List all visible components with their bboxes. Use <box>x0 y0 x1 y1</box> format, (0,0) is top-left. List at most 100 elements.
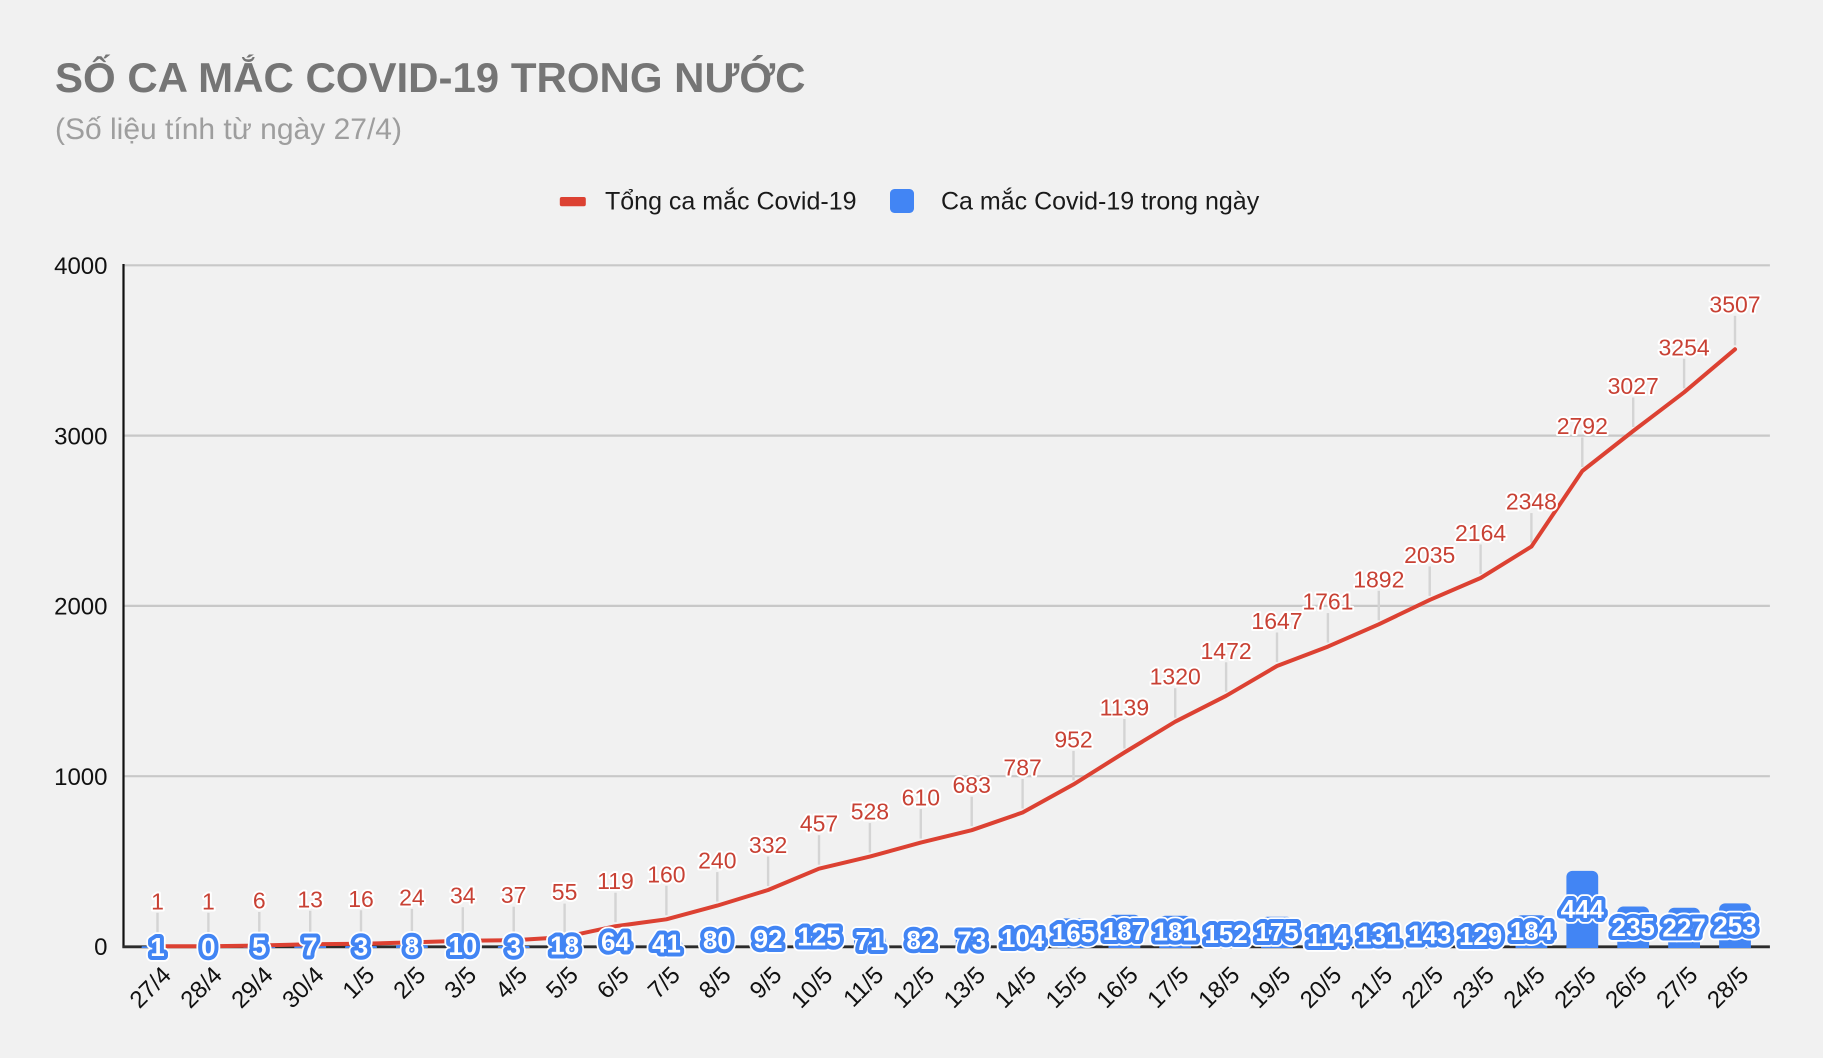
svg-text:184: 184 <box>1510 916 1554 946</box>
svg-text:18: 18 <box>550 930 579 960</box>
svg-text:64: 64 <box>601 927 630 957</box>
svg-text:104: 104 <box>1001 923 1045 953</box>
svg-text:1320: 1320 <box>1150 664 1201 690</box>
svg-text:0: 0 <box>201 932 215 962</box>
svg-text:125: 125 <box>797 921 840 951</box>
svg-text:80: 80 <box>703 925 732 955</box>
svg-text:92: 92 <box>754 924 783 954</box>
svg-text:610: 610 <box>902 785 940 811</box>
svg-text:119: 119 <box>597 868 634 894</box>
svg-text:175: 175 <box>1255 917 1298 947</box>
svg-text:3254: 3254 <box>1659 334 1710 360</box>
svg-text:181: 181 <box>1154 917 1197 947</box>
svg-text:235: 235 <box>1612 912 1655 942</box>
svg-text:181: 181 <box>1154 917 1197 947</box>
svg-text:10: 10 <box>448 931 477 961</box>
svg-text:104: 104 <box>1001 923 1045 953</box>
svg-text:10: 10 <box>448 931 477 961</box>
svg-text:332: 332 <box>749 832 787 858</box>
svg-text:1: 1 <box>202 888 215 914</box>
svg-text:444: 444 <box>1561 894 1605 924</box>
svg-text:3507: 3507 <box>1709 291 1760 317</box>
svg-text:187: 187 <box>1103 916 1146 946</box>
svg-text:528: 528 <box>851 799 889 825</box>
svg-text:1000: 1000 <box>54 764 107 791</box>
svg-text:181: 181 <box>1154 917 1197 947</box>
svg-text:1139: 1139 <box>1100 695 1149 721</box>
svg-text:7: 7 <box>303 931 317 961</box>
svg-text:18: 18 <box>550 930 579 960</box>
svg-text:332: 332 <box>749 832 787 858</box>
svg-text:37: 37 <box>501 882 527 908</box>
svg-text:253: 253 <box>1713 910 1756 940</box>
svg-text:24: 24 <box>399 884 425 910</box>
svg-text:235: 235 <box>1612 912 1655 942</box>
svg-text:175: 175 <box>1255 917 1298 947</box>
svg-text:952: 952 <box>1054 726 1092 752</box>
svg-text:240: 240 <box>698 848 736 874</box>
svg-text:187: 187 <box>1103 916 1146 946</box>
svg-text:8: 8 <box>405 931 419 961</box>
svg-text:3254: 3254 <box>1659 334 1710 360</box>
svg-text:1472: 1472 <box>1201 638 1252 664</box>
svg-text:55: 55 <box>552 879 578 905</box>
svg-text:1: 1 <box>151 888 164 914</box>
svg-text:SỐ CA MẮC COVID-19 TRONG NƯỚC: SỐ CA MẮC COVID-19 TRONG NƯỚC <box>55 53 805 101</box>
svg-text:71: 71 <box>855 926 884 956</box>
svg-text:3027: 3027 <box>1608 373 1659 399</box>
svg-text:457: 457 <box>800 811 838 837</box>
svg-text:187: 187 <box>1103 916 1146 946</box>
svg-text:1761: 1761 <box>1302 589 1353 615</box>
svg-text:1: 1 <box>151 888 164 914</box>
svg-text:1647: 1647 <box>1251 608 1302 634</box>
svg-text:3000: 3000 <box>54 423 107 450</box>
svg-text:71: 71 <box>855 926 884 956</box>
svg-text:5: 5 <box>252 932 266 962</box>
svg-text:80: 80 <box>703 925 732 955</box>
svg-text:528: 528 <box>851 799 889 825</box>
svg-text:3507: 3507 <box>1709 291 1760 317</box>
svg-text:71: 71 <box>855 926 884 956</box>
svg-text:131: 131 <box>1357 921 1400 951</box>
svg-text:184: 184 <box>1510 916 1554 946</box>
svg-text:13: 13 <box>297 886 323 912</box>
svg-text:444: 444 <box>1561 894 1605 924</box>
svg-text:114: 114 <box>1307 922 1349 952</box>
svg-text:55: 55 <box>552 879 578 905</box>
svg-text:235: 235 <box>1612 912 1655 942</box>
svg-text:37: 37 <box>501 882 527 908</box>
svg-text:1: 1 <box>150 932 164 962</box>
svg-text:227: 227 <box>1662 913 1705 943</box>
svg-text:253: 253 <box>1713 910 1756 940</box>
svg-text:1472: 1472 <box>1201 638 1252 664</box>
svg-text:1139: 1139 <box>1100 695 1149 721</box>
svg-text:227: 227 <box>1662 913 1705 943</box>
svg-text:Ca mắc Covid-19 trong ngày: Ca mắc Covid-19 trong ngày <box>941 187 1260 216</box>
svg-text:1: 1 <box>150 932 164 962</box>
svg-text:2035: 2035 <box>1404 542 1455 568</box>
svg-text:240: 240 <box>698 848 736 874</box>
svg-text:82: 82 <box>906 925 935 955</box>
svg-text:18: 18 <box>550 930 579 960</box>
svg-text:8: 8 <box>405 931 419 961</box>
svg-text:152: 152 <box>1204 919 1247 949</box>
svg-text:13: 13 <box>297 886 323 912</box>
svg-text:152: 152 <box>1204 919 1247 949</box>
svg-text:6: 6 <box>253 888 266 914</box>
svg-text:457: 457 <box>800 811 838 837</box>
svg-text:82: 82 <box>906 925 935 955</box>
svg-text:165: 165 <box>1052 918 1095 948</box>
svg-text:6: 6 <box>253 888 266 914</box>
svg-text:131: 131 <box>1357 921 1400 951</box>
svg-text:787: 787 <box>1003 755 1041 781</box>
svg-text:73: 73 <box>957 926 986 956</box>
svg-text:16: 16 <box>348 886 374 912</box>
svg-text:7: 7 <box>303 931 317 961</box>
svg-text:Tổng ca mắc Covid-19: Tổng ca mắc Covid-19 <box>605 187 857 216</box>
svg-text:119: 119 <box>597 868 634 894</box>
svg-text:175: 175 <box>1255 917 1298 947</box>
svg-text:143: 143 <box>1408 920 1451 950</box>
svg-text:2348: 2348 <box>1506 489 1557 515</box>
svg-text:34: 34 <box>450 883 476 909</box>
svg-text:152: 152 <box>1204 919 1247 949</box>
